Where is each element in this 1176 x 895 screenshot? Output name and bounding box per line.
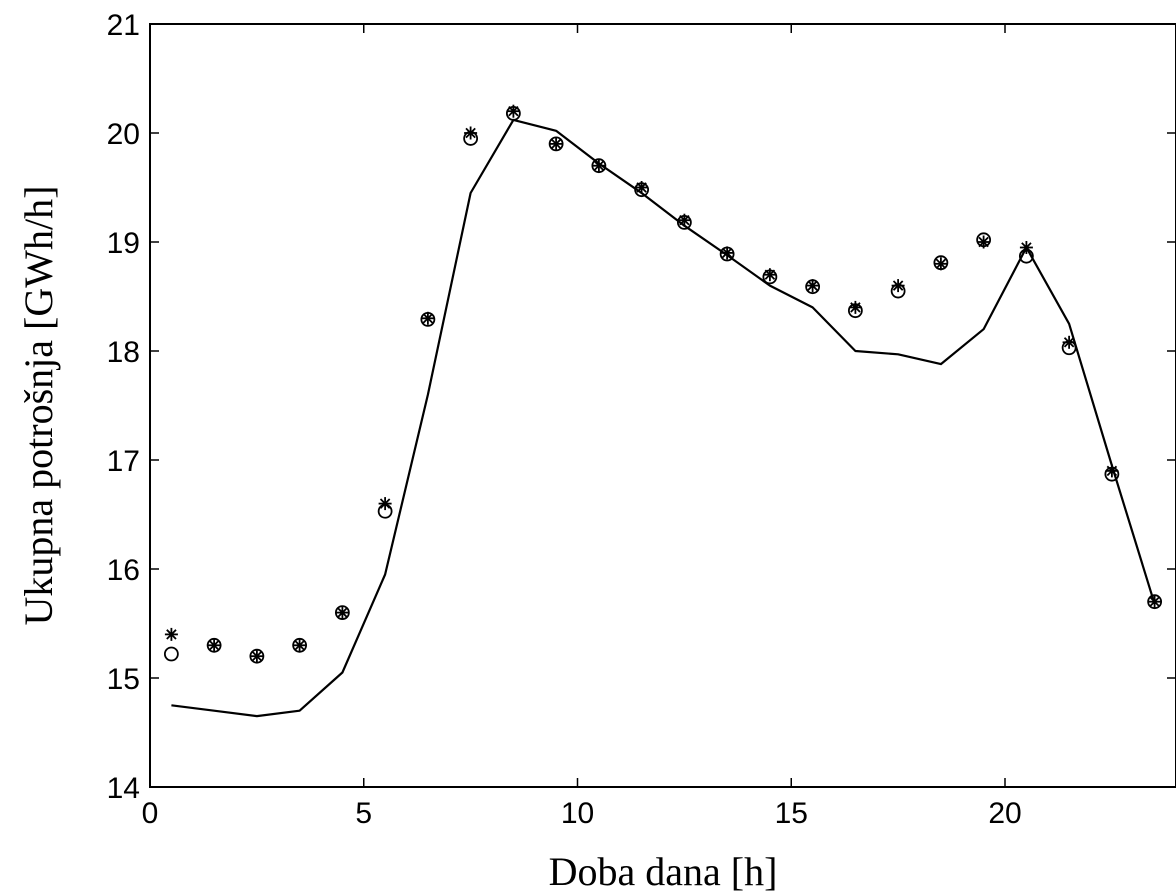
star-marker xyxy=(1105,464,1119,478)
star-marker xyxy=(293,638,307,652)
star-marker xyxy=(592,159,606,173)
star-marker xyxy=(977,235,991,249)
star-marker xyxy=(635,181,649,194)
x-tick-label: 20 xyxy=(988,797,1021,830)
x-tick-label: 0 xyxy=(142,797,159,830)
y-tick-label: 17 xyxy=(107,445,140,478)
x-tick-label: 10 xyxy=(561,797,594,830)
circle-marker xyxy=(163,646,179,662)
star-marker xyxy=(164,627,178,641)
y-axis-title: Ukupna potrošnja [GWh/h] xyxy=(16,186,61,626)
tick-labels: 0 5 10 15 20 14 15 16 17 18 19 20 21 xyxy=(107,9,1022,830)
star-marker xyxy=(934,257,948,271)
star-marker xyxy=(677,213,691,227)
star-marker xyxy=(378,497,392,511)
y-tick-label: 18 xyxy=(107,336,140,369)
star-marker xyxy=(421,311,435,325)
y-tick-label: 19 xyxy=(107,227,140,260)
x-tick-label: 15 xyxy=(775,797,808,830)
series-line xyxy=(171,118,1156,718)
star-marker xyxy=(1019,241,1033,254)
star-marker xyxy=(806,279,820,293)
y-tick-label: 21 xyxy=(107,9,140,42)
axis-ticks xyxy=(149,23,1176,788)
star-marker xyxy=(720,246,734,260)
y-tick-label: 15 xyxy=(107,663,140,696)
y-tick-label: 16 xyxy=(107,554,140,587)
star-marker xyxy=(549,137,563,151)
star-marker xyxy=(250,649,264,663)
star-marker xyxy=(506,104,520,118)
star-marker xyxy=(848,300,862,314)
y-tick-label: 14 xyxy=(107,772,140,805)
x-axis-title: Doba dana [h] xyxy=(549,849,778,894)
star-marker xyxy=(1062,335,1076,349)
star-marker xyxy=(763,268,777,282)
star-marker xyxy=(207,638,221,652)
star-marker xyxy=(891,279,905,293)
marker-series xyxy=(163,104,1163,664)
star-marker xyxy=(335,606,349,620)
star-marker xyxy=(464,126,478,140)
y-tick-label: 20 xyxy=(107,118,140,151)
star-marker xyxy=(1148,595,1162,609)
x-tick-label: 5 xyxy=(355,797,372,830)
line-series xyxy=(171,118,1156,718)
plot-frame xyxy=(149,23,1176,788)
